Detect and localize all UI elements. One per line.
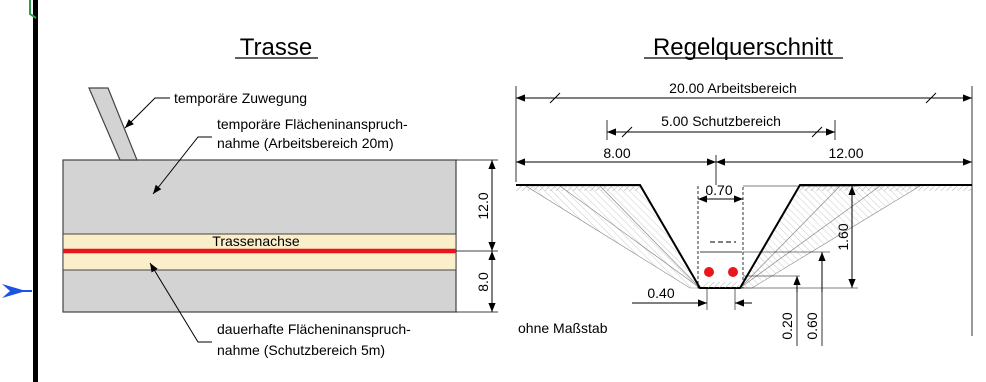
dim-left-label: 8.00 (603, 145, 630, 161)
duct-outline (697, 186, 744, 289)
label-temporary-line2: nahme (Arbeitsbereich 20m) (217, 135, 394, 151)
slope-wedge-right (739, 185, 922, 289)
label-zuwegung: temporäre Zuwegung (174, 90, 307, 106)
trasse-title: Trasse (240, 34, 312, 61)
trassenachse-label: Trassenachse (212, 233, 300, 249)
dim-label-upper: 12.0 (475, 192, 491, 219)
leader-permanent (149, 262, 212, 343)
cable-1 (704, 267, 714, 277)
trasse-panel: Trasse Trassenachse temporäre Zuwegung t… (62, 34, 498, 358)
slope-wedge-left (524, 185, 701, 289)
scale-note: ohne Maßstab (518, 320, 608, 336)
green-corner-mark (29, 0, 37, 19)
cable-2 (728, 267, 738, 277)
dim-schutzbereich-label: 5.00 Schutzbereich (661, 113, 781, 129)
dim-right-label: 12.00 (828, 145, 863, 161)
label-temporary-line1: temporäre Flächeninanspruch- (217, 116, 408, 132)
ground-hatch-left (516, 186, 640, 191)
dim-v1-label: 0.20 (779, 312, 795, 339)
leader-zuwegung (124, 97, 170, 129)
cable-bedding (703, 282, 739, 288)
dim-bottom-label: 0.40 (647, 285, 674, 301)
label-permanent-line1: dauerhafte Flächeninanspruch- (217, 321, 411, 337)
dim-depth-label: 1.60 (835, 223, 851, 250)
ground-hatch-right (800, 186, 972, 191)
querschnitt-title: Regelquerschnitt (653, 34, 833, 61)
label-permanent-line2: nahme (Schutzbereich 5m) (217, 342, 385, 358)
dim-arbeitsbereich-label: 20.00 Arbeitsbereich (669, 80, 797, 96)
left-frame-bar (33, 0, 38, 382)
leader-temporary (152, 136, 212, 195)
dim-v2-label: 0.60 (804, 312, 820, 339)
dim-label-lower: 8.0 (475, 272, 491, 292)
dim-width-label: 0.70 (705, 182, 732, 198)
access-path (88, 87, 138, 161)
querschnitt-panel: Regelquerschnitt 20.00 Arbeitsbereich 5.… (515, 34, 973, 346)
